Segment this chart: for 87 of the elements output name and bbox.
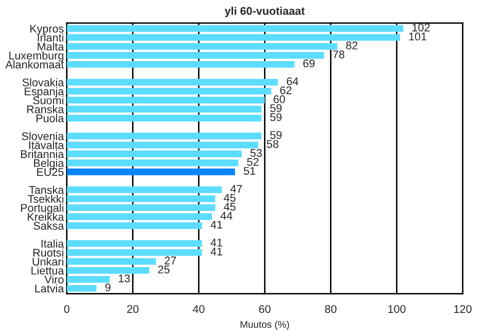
bar [66, 249, 202, 256]
y-tick-label: Luxemburg [9, 51, 64, 62]
data-label: 59 [270, 104, 282, 112]
y-tick-label: Tanska [29, 186, 64, 194]
bar [66, 78, 278, 86]
data-label: 62 [280, 86, 292, 94]
bar [66, 150, 242, 158]
y-tick-label: Britannia [21, 150, 64, 158]
chart-title: yli 60-vuotiaaat [224, 6, 305, 18]
data-label: 41 [210, 248, 222, 256]
data-label: 69 [303, 59, 315, 68]
y-tick-label: Puola [36, 114, 64, 122]
data-label: 64 [286, 77, 298, 86]
data-label: 45 [224, 194, 236, 202]
y-tick-label: Liettua [32, 266, 64, 275]
bar [66, 43, 338, 50]
x-tick-label: 20 [127, 305, 139, 313]
bar [66, 60, 294, 68]
y-tick-label: Espanja [24, 87, 64, 98]
bar [66, 96, 265, 104]
y-tick-label: Malta [38, 42, 64, 51]
x-tick-label: 0 [64, 305, 70, 313]
bar [66, 114, 262, 122]
data-label: 60 [274, 95, 285, 104]
data-label: 45 [224, 202, 236, 211]
y-tick-label: Unkari [32, 257, 64, 266]
x-tick-label: 120 [454, 305, 472, 313]
y-tick-label: Alankomaat [5, 60, 64, 68]
y-tick-label: Saksa [34, 222, 64, 230]
bar [66, 204, 216, 212]
data-label: 9 [105, 283, 110, 292]
x-tick-label: 100 [388, 305, 406, 313]
y-tick-label: Tsekkki [28, 194, 64, 203]
bar [66, 142, 258, 148]
y-tick-label: Belgia [34, 158, 64, 170]
data-label: 44 [220, 212, 232, 220]
bar [66, 258, 156, 265]
y-tick-label: Viro [44, 275, 64, 284]
bar [66, 132, 262, 140]
bar [66, 276, 110, 283]
y-tick-label: EU25 [37, 168, 64, 176]
bar [66, 213, 212, 220]
data-label: 47 [230, 184, 242, 193]
bar [66, 160, 238, 166]
data-label: 52 [247, 158, 258, 166]
x-tick-label: 40 [192, 305, 204, 313]
bar [66, 186, 222, 194]
x-tick-label: 60 [259, 305, 270, 313]
bar [66, 25, 404, 32]
y-tick-label: Kreikka [28, 212, 64, 221]
data-label: 27 [164, 256, 176, 264]
data-label: 53 [250, 149, 262, 157]
data-label: 102 [412, 24, 430, 32]
x-tick-label: 80 [325, 305, 336, 313]
data-label: 51 [244, 167, 256, 175]
y-tick-label: Irlanti [38, 33, 64, 42]
bar [66, 195, 216, 202]
y-tick-label: Kypros [30, 24, 64, 35]
bar [66, 168, 236, 176]
y-tick-label: Portugali [21, 204, 64, 214]
y-tick-label: Ruotsi [33, 248, 64, 257]
bar [66, 52, 324, 59]
y-tick-label: Italia [42, 239, 64, 248]
bar [66, 240, 202, 247]
y-tick-label: Suomi [33, 96, 64, 104]
y-tick-label: Itävalta [29, 140, 64, 150]
y-tick-label: Latvia [35, 284, 64, 292]
data-label: 82 [346, 42, 358, 50]
data-label: 59 [270, 113, 282, 122]
data-label: 101 [409, 32, 426, 40]
data-label: 59 [270, 131, 282, 139]
data-label: 78 [333, 50, 344, 58]
data-label: 41 [210, 238, 222, 246]
y-tick-label: Slovenia [22, 132, 64, 140]
y-tick-label: Slovakia [22, 78, 64, 86]
x-axis-title: Muutos (%) [240, 320, 289, 330]
bar [66, 284, 96, 292]
data-label: 25 [158, 266, 170, 274]
data-label: 41 [210, 220, 222, 228]
bar [66, 267, 150, 274]
bar [66, 34, 400, 41]
data-label: 13 [118, 274, 130, 282]
y-tick-label: Ranska [27, 105, 64, 114]
bar [66, 222, 202, 229]
data-label: 58 [266, 140, 278, 148]
bar [66, 88, 272, 95]
bar [66, 106, 262, 112]
